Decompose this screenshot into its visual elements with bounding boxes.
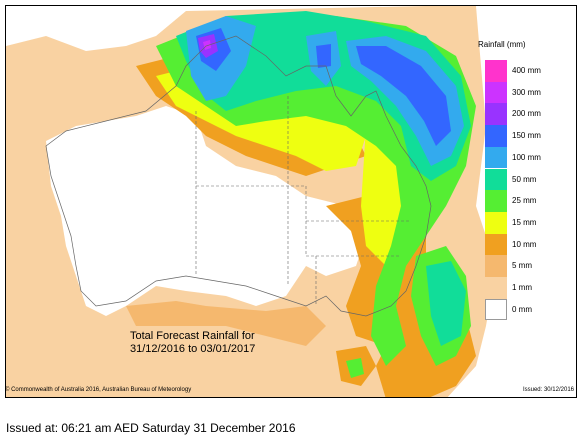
- legend-swatch-300: [485, 81, 507, 104]
- issued-date-small: Issued: 30/12/2016: [522, 387, 574, 393]
- legend-swatch-5: [485, 255, 507, 277]
- legend-label-25: 25 mm: [512, 196, 537, 206]
- legend-swatch-100: [485, 146, 507, 169]
- forecast-title-line2: 31/12/2016 to 03/01/2017: [130, 343, 256, 355]
- legend-swatch-1: [485, 277, 507, 299]
- legend-title: Rainfall (mm): [478, 40, 526, 49]
- legend-label-400: 400 mm: [512, 66, 541, 75]
- legend-swatch-50: [485, 168, 507, 191]
- rainfall-map-image: [6, 6, 576, 397]
- legend-swatch-25: [485, 190, 507, 212]
- legend-label-15: 15 mm: [512, 217, 537, 227]
- legend-label-10: 10 mm: [512, 239, 537, 249]
- legend-label-300: 300 mm: [512, 87, 541, 97]
- legend-swatch-0: [485, 298, 507, 321]
- legend-label-150: 150 mm: [512, 131, 541, 141]
- forecast-title: Total Forecast Rainfall for 31/12/2016 t…: [130, 330, 255, 356]
- legend-label-0: 0 mm: [512, 304, 532, 314]
- rainfall-legend: Rainfall (mm) 400 mm 300 mm 200 mm 150 m…: [478, 40, 573, 340]
- forecast-title-line1: Total Forecast Rainfall for: [130, 330, 255, 342]
- legend-swatch-400: [485, 60, 507, 82]
- legend-swatch-10: [485, 233, 507, 256]
- legend-label-1: 1 mm: [512, 283, 532, 292]
- legend-label-100: 100 mm: [512, 152, 541, 162]
- copyright-notice: © Commonwealth of Australia 2016, Austra…: [5, 387, 192, 393]
- legend-swatch-15: [485, 211, 507, 234]
- legend-swatch-150: [485, 125, 507, 147]
- legend-label-5: 5 mm: [512, 261, 532, 271]
- legend-swatch-200: [485, 103, 507, 126]
- issued-at-caption: Issued at: 06:21 am AED Saturday 31 Dece…: [6, 421, 296, 435]
- legend-label-50: 50 mm: [512, 174, 537, 184]
- rainfall-forecast-map: [5, 5, 577, 398]
- legend-label-200: 200 mm: [512, 109, 541, 119]
